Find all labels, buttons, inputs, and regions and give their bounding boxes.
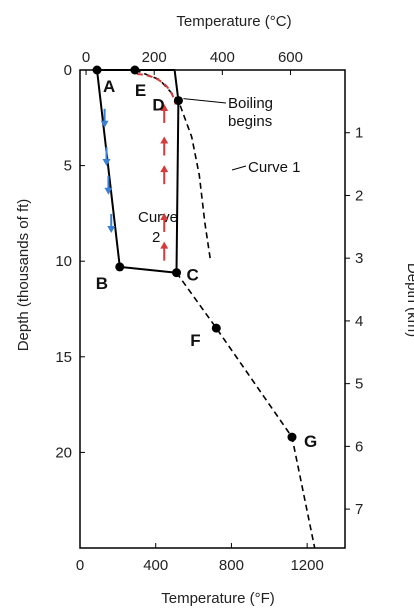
boiling-leader-line: [183, 98, 227, 104]
flow-arrow-head: [107, 225, 116, 233]
flow-arrow-head: [160, 212, 169, 220]
flow-arrow-head: [160, 165, 169, 173]
left-tick-label: 0: [64, 62, 72, 79]
point-label-b: B: [96, 274, 108, 293]
right-tick-label: 7: [355, 501, 363, 518]
left-tick-label: 5: [64, 158, 72, 175]
red-dashed-flow-line: [136, 73, 177, 105]
top-tick-label: 200: [142, 49, 167, 66]
flow-arrow-head: [160, 241, 169, 249]
bottom-tick-label: 800: [219, 557, 244, 574]
point-label-g: G: [304, 432, 317, 451]
right-axis-title: Depth (km): [404, 263, 414, 337]
boiling-annotation-line2: begins: [228, 113, 272, 130]
point-label-d: D: [152, 96, 164, 115]
flow-arrow-head: [100, 120, 109, 128]
curve2-annotation-line2: 2: [152, 229, 160, 246]
left-axis-title: Depth (thousands of ft): [15, 199, 32, 352]
left-tick-label: 10: [55, 253, 72, 270]
point-label-c: C: [187, 266, 199, 285]
point-label-e: E: [135, 81, 146, 100]
series-line-extension-2: [175, 272, 316, 549]
point-c: [172, 268, 182, 278]
right-tick-label: 5: [355, 376, 363, 393]
flow-arrow-head: [160, 103, 169, 111]
right-tick-label: 2: [355, 187, 363, 204]
point-e: [130, 65, 140, 75]
bottom-tick-label: 400: [143, 557, 168, 574]
curve1-leader-line: [231, 165, 247, 171]
boiling-annotation-line1: Boiling: [228, 95, 273, 112]
flow-arrow-head: [104, 187, 113, 195]
top-tick-label: 600: [278, 49, 303, 66]
plot-frame: [79, 69, 346, 549]
curve2-annotation-line1: Curve: [138, 209, 178, 226]
bottom-tick-label: 1200: [290, 557, 323, 574]
right-tick-label: 3: [355, 250, 363, 267]
flow-arrow-head: [102, 159, 111, 167]
point-a: [92, 65, 102, 75]
right-tick-label: 4: [355, 313, 363, 330]
series-line-curve-1: [134, 69, 212, 262]
point-label-a: A: [103, 77, 115, 96]
point-f: [211, 323, 221, 333]
top-axis-title: Temperature (°C): [176, 13, 291, 30]
series-line-curve-2: [96, 69, 180, 274]
point-g: [287, 432, 297, 442]
left-tick-label: 15: [55, 349, 72, 366]
flow-arrow-head: [160, 136, 169, 144]
right-tick-label: 6: [355, 438, 363, 455]
point-d: [173, 96, 183, 106]
right-tick-label: 1: [355, 125, 363, 142]
bottom-tick-label: 0: [76, 557, 84, 574]
point-b: [115, 262, 125, 272]
point-label-f: F: [190, 331, 200, 350]
curve1-annotation: Curve 1: [248, 159, 301, 176]
bottom-axis-title: Temperature (°F): [161, 590, 275, 607]
left-tick-label: 20: [55, 444, 72, 461]
top-tick-label: 0: [82, 49, 90, 66]
top-tick-label: 400: [210, 49, 235, 66]
